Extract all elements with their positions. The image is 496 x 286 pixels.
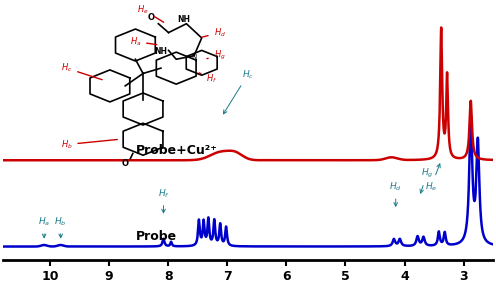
Text: $H_d$: $H_d$ (389, 181, 402, 206)
Text: $H_g$: $H_g$ (420, 167, 434, 193)
Text: Probe+Cu²⁺: Probe+Cu²⁺ (136, 144, 218, 157)
Text: $H_c$: $H_c$ (224, 68, 254, 114)
Text: $H_b$: $H_b$ (55, 216, 67, 238)
Text: $H_e$: $H_e$ (425, 164, 440, 193)
Text: $H_a$: $H_a$ (38, 216, 50, 238)
Text: Probe: Probe (136, 230, 177, 243)
Text: $H_f$: $H_f$ (158, 188, 170, 213)
